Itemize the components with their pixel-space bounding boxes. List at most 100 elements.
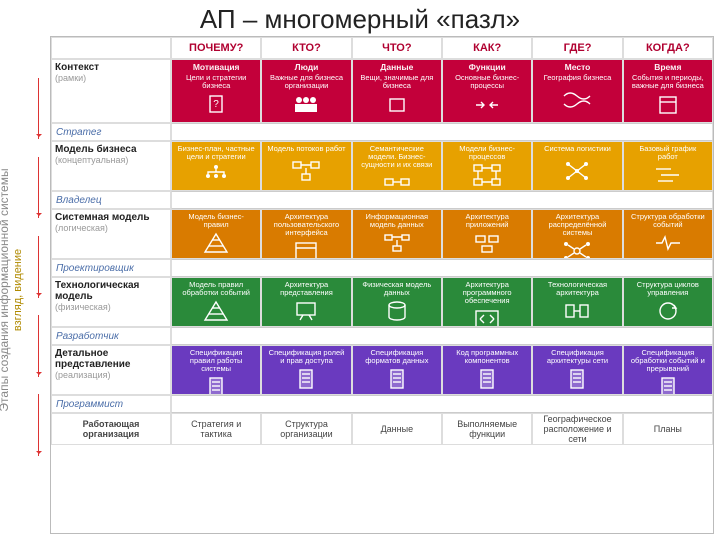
bottom-row-header: Работающая организация [51,413,171,445]
role-divider [171,327,713,345]
role-divider [171,395,713,413]
question-header: ГДЕ? [532,37,622,59]
cell-caption: Структура циклов управления [627,280,709,298]
matrix-cell: Модель потоков работ [261,141,351,191]
role-label: Разработчик [51,327,171,345]
cell-icon [470,230,504,256]
cell-icon [289,91,323,120]
role-label: Программист [51,395,171,413]
matrix-cell: Архитектура распределённой системы [532,209,622,259]
vertical-inner-label: взгляд, видение [12,249,24,331]
cell-icon [380,230,414,256]
cell-icon [560,154,594,188]
matrix-cell: Информационная модель данных [352,209,442,259]
question-header: КАК? [442,37,532,59]
cell-caption: Важные для бизнеса организации [265,73,347,91]
matrix-cell: Физическая модель данных [352,277,442,327]
cell-caption: Спецификация архитектуры сети [536,348,618,366]
matrix-cell: ВремяСобытия и периоды, важные для бизне… [623,59,713,123]
role-divider [171,123,713,141]
role-label: Проектировщик [51,259,171,277]
cell-caption: Информационная модель данных [356,212,438,230]
cell-icon [651,298,685,324]
matrix-cell: Система логистики [532,141,622,191]
cell-caption: Физическая модель данных [356,280,438,298]
corner-blank [51,37,171,59]
matrix-cell: Архитектура пользовательского интерфейса [261,209,351,259]
cell-caption: Спецификация обработки событий и прерыва… [627,348,709,374]
cell-icon [380,366,414,392]
cell-icon [651,374,685,395]
question-header: КТО? [261,37,351,59]
matrix-cell: ДанныеВещи, значимые для бизнеса [352,59,442,123]
cell-icon: ? [199,91,233,120]
cell-caption: Модель бизнес-правил [175,212,257,230]
stage-arrows [30,60,48,500]
cell-icon [560,366,594,392]
cell-caption: Цели и стратегии бизнеса [175,73,257,91]
role-divider [171,191,713,209]
matrix-cell: Семантические модели. Бизнес-сущности и … [352,141,442,191]
page-title: АП – многомерный «пазл» [0,4,720,35]
matrix-cell: Бизнес-план, частные цели и стратегии [171,141,261,191]
cell-caption: Семантические модели. Бизнес-сущности и … [356,144,438,170]
cell-icon [470,91,504,120]
cell-caption: Технологическая архитектура [536,280,618,298]
matrix-cell: Модель бизнес-правил [171,209,261,259]
cell-caption: Архитектура пользовательского интерфейса [265,212,347,238]
row-header: Контекст(рамки) [51,59,171,123]
question-header: КОГДА? [623,37,713,59]
cell-caption: Архитектура приложений [446,212,528,230]
vertical-outer-label: Этапы создания информационной системы [0,168,11,411]
cell-caption: Код программных компонентов [446,348,528,366]
cell-icon [199,374,233,395]
cell-caption: Архитектура распределённой системы [536,212,618,238]
vertical-axis-label: Этапы создания информационной системы вз… [4,70,28,510]
matrix-cell: Структура циклов управления [623,277,713,327]
role-divider [171,259,713,277]
cell-icon [289,238,323,259]
cell-icon [470,306,504,327]
role-label: Владелец [51,191,171,209]
cell-caption: Модели бизнес-процессов [446,144,528,162]
cell-icon [560,298,594,324]
cell-icon [199,298,233,324]
matrix-cell: Модель правил обработки событий [171,277,261,327]
matrix-cell: Базовый график работ [623,141,713,191]
cell-icon [289,366,323,392]
cell-caption: Основные бизнес-процессы [446,73,528,91]
cell-caption: Модель потоков работ [265,144,347,154]
cell-icon [199,230,233,256]
cell-caption: География бизнеса [542,73,614,83]
cell-icon [380,298,414,324]
cell-caption: События и периоды, важные для бизнеса [627,73,709,91]
cell-caption: Спецификация форматов данных [356,348,438,366]
matrix-cell: Архитектура представления [261,277,351,327]
cell-icon [560,238,594,259]
row-header: Системная модель(логическая) [51,209,171,259]
matrix-cell: ЛюдиВажные для бизнеса организации [261,59,351,123]
bottom-cell: Географическое расположение и сети [532,413,622,445]
matrix-cell: Архитектура приложений [442,209,532,259]
cell-caption: Базовый график работ [627,144,709,162]
cell-icon [651,91,685,120]
question-header: ПОЧЕМУ? [171,37,261,59]
cell-caption: Структура обработки событий [627,212,709,230]
row-header: Модель бизнеса(концептуальная) [51,141,171,191]
cell-caption: Архитектура представления [265,280,347,298]
matrix-cell: Спецификация архитектуры сети [532,345,622,395]
cell-icon [470,366,504,392]
cell-icon [651,162,685,188]
role-label: Стратег [51,123,171,141]
bottom-cell: Планы [623,413,713,445]
cell-icon [380,170,414,191]
zachman-grid: ПОЧЕМУ?КТО?ЧТО?КАК?ГДЕ?КОГДА?Контекст(ра… [50,36,714,534]
matrix-cell: Архитектура программного обеспечения [442,277,532,327]
cell-icon [651,230,685,256]
cell-icon [560,83,594,120]
bottom-cell: Структура организации [261,413,351,445]
matrix-cell: Спецификация правил работы системы [171,345,261,395]
matrix-cell: МестоГеография бизнеса [532,59,622,123]
matrix-cell: Модели бизнес-процессов [442,141,532,191]
matrix-cell: Структура обработки событий [623,209,713,259]
